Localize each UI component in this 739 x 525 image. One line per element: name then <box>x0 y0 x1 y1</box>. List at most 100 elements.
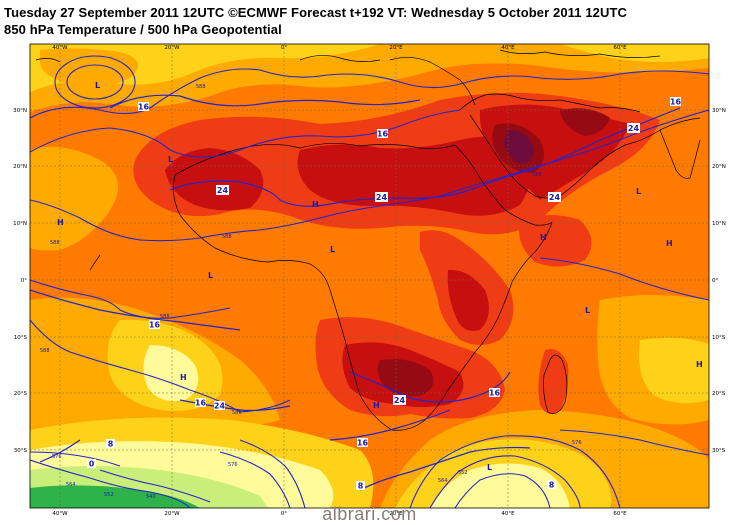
svg-text:16: 16 <box>138 103 150 112</box>
lat-tick: 30°S <box>14 448 28 454</box>
lon-tick: 0° <box>281 45 287 51</box>
watermark: albrari.com <box>322 504 417 524</box>
lon-tick: 40°E <box>501 511 515 517</box>
geopotential-labels: 588 588 588 588 588 588 588 576 564 552 … <box>40 84 582 500</box>
svg-text:24: 24 <box>628 124 640 133</box>
svg-text:L: L <box>585 306 590 315</box>
lon-tick: 20°W <box>164 45 180 51</box>
lat-tick: 30°N <box>712 108 726 114</box>
svg-text:576: 576 <box>228 462 238 468</box>
svg-text:588: 588 <box>50 240 60 246</box>
temp-label: 16 <box>670 97 682 107</box>
svg-text:H: H <box>666 239 673 248</box>
temp-label: 24 <box>375 192 388 202</box>
latitude-ticks-left: 30°N 20°N 10°N 0° 10°S 20°S 30°S <box>13 108 27 454</box>
svg-text:16: 16 <box>377 130 389 139</box>
svg-text:H: H <box>312 200 319 209</box>
svg-text:552: 552 <box>458 470 468 476</box>
longitude-ticks-top: 40°W 20°W 0° 20°E 40°E 60°E <box>52 45 627 51</box>
map-subtitle: 850 hPa Temperature / 500 hPa Geopotenti… <box>4 22 282 37</box>
temp-label: 24 <box>216 185 229 195</box>
lon-tick: 60°E <box>613 511 627 517</box>
svg-text:24: 24 <box>376 193 388 202</box>
svg-text:L: L <box>208 271 213 280</box>
svg-text:L: L <box>487 463 492 472</box>
svg-text:L: L <box>95 81 100 90</box>
svg-text:8: 8 <box>549 481 555 490</box>
temp-label: 16 <box>377 129 389 139</box>
lon-tick: 60°E <box>613 45 627 51</box>
svg-text:588: 588 <box>232 410 242 416</box>
temp-label: 16 <box>195 398 206 408</box>
lat-tick: 10°S <box>712 335 726 341</box>
svg-text:L: L <box>330 245 335 254</box>
lon-tick: 20°E <box>389 511 403 517</box>
svg-text:576: 576 <box>572 440 582 446</box>
svg-text:H: H <box>696 360 703 369</box>
lat-tick: 20°N <box>712 164 726 170</box>
lat-lon-grid <box>30 44 709 508</box>
svg-text:16: 16 <box>670 98 682 107</box>
longitude-ticks-bottom: 40°W 20°W 0° 20°E 40°E 60°E <box>52 511 627 517</box>
svg-text:H: H <box>180 373 187 382</box>
lat-tick: 20°S <box>14 391 28 397</box>
svg-text:H: H <box>57 218 64 227</box>
map-frame <box>29 43 710 509</box>
temp-label: 16 <box>489 388 501 398</box>
svg-text:576: 576 <box>52 454 62 460</box>
svg-text:H: H <box>540 233 547 242</box>
lat-tick: 10°N <box>712 221 726 227</box>
svg-text:588: 588 <box>222 234 232 240</box>
svg-text:8: 8 <box>358 482 364 491</box>
lat-tick: 0° <box>21 278 27 284</box>
temp-label: 24 <box>627 123 640 133</box>
temp-label: 8 <box>356 481 365 491</box>
temp-label: 24 <box>393 395 406 405</box>
svg-text:540: 540 <box>146 494 156 500</box>
svg-text:588: 588 <box>532 172 542 178</box>
lon-tick: 20°E <box>389 45 403 51</box>
latitude-ticks-right: 30°N 20°N 10°N 0° 10°S 20°S 30°S <box>712 108 726 454</box>
map-title: Tuesday 27 September 2011 12UTC ©ECMWF F… <box>4 5 627 20</box>
lat-tick: 20°N <box>13 164 27 170</box>
svg-text:588: 588 <box>40 348 50 354</box>
temp-label: 0 <box>87 459 96 469</box>
svg-text:16: 16 <box>489 389 501 398</box>
svg-text:H: H <box>373 401 380 410</box>
lon-tick: 20°W <box>164 511 180 517</box>
svg-text:588: 588 <box>196 84 206 90</box>
temp-label: 16 <box>357 438 369 448</box>
geopotential-contours <box>30 55 709 508</box>
temp-label: 16 <box>149 320 161 330</box>
svg-text:24: 24 <box>214 402 226 411</box>
svg-text:24: 24 <box>549 193 561 202</box>
svg-text:564: 564 <box>438 478 448 484</box>
lon-tick: 40°W <box>52 45 68 51</box>
svg-text:L: L <box>168 155 173 164</box>
lat-tick: 0° <box>712 278 718 284</box>
svg-text:564: 564 <box>66 482 76 488</box>
lat-tick: 10°N <box>13 221 27 227</box>
svg-text:16: 16 <box>357 439 369 448</box>
lat-tick: 30°N <box>13 108 27 114</box>
svg-text:24: 24 <box>394 396 406 405</box>
temp-label: 8 <box>106 439 115 449</box>
lat-tick: 20°S <box>712 391 726 397</box>
lon-tick: 0° <box>281 511 287 517</box>
pressure-centers: L H L H L H L H L H H L H L <box>57 81 703 472</box>
svg-text:L: L <box>636 187 641 196</box>
svg-text:588: 588 <box>160 314 170 320</box>
svg-text:16: 16 <box>149 321 161 330</box>
svg-text:552: 552 <box>104 492 114 498</box>
lon-tick: 40°E <box>501 45 515 51</box>
temp-label: 24 <box>548 192 561 202</box>
temp-label: 16 <box>138 102 150 112</box>
temp-label: 24 <box>214 401 226 411</box>
lat-tick: 10°S <box>14 335 28 341</box>
svg-text:0: 0 <box>89 460 95 469</box>
lat-tick: 30°S <box>712 448 726 454</box>
svg-text:8: 8 <box>108 440 114 449</box>
temperature-labels: 16 24 16 24 24 24 24 16 16 24 16 16 8 0 … <box>87 97 681 491</box>
temp-label: 8 <box>547 480 556 490</box>
